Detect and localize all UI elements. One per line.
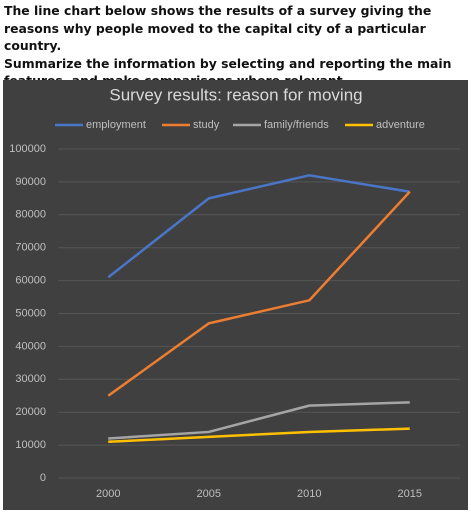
x-tick-label: 2005: [197, 488, 221, 500]
x-tick-label: 2000: [96, 488, 120, 500]
line-series: [108, 427, 410, 444]
chart-title: Survey results: reason for moving: [109, 85, 362, 104]
legend-label: adventure: [376, 119, 425, 131]
chart-background: [3, 80, 468, 510]
y-tick-label: 70000: [15, 242, 46, 254]
y-tick-label: 80000: [15, 209, 46, 221]
y-tick-label: 20000: [15, 406, 46, 418]
y-tick-label: 0: [40, 472, 46, 484]
line-series: [107, 190, 411, 397]
prompt: The line chart below shows the results o…: [4, 2, 467, 90]
y-tick-label: 50000: [15, 307, 46, 319]
line-series: [107, 174, 410, 279]
y-tick-label: 10000: [15, 439, 46, 451]
legend-label: family/friends: [264, 119, 329, 131]
x-tick-label: 2010: [297, 488, 321, 500]
prompt-text: The line chart below shows the results o…: [4, 3, 432, 53]
x-tick-label: 2015: [398, 488, 422, 500]
y-tick-label: 30000: [15, 373, 46, 385]
y-tick-label: 60000: [15, 275, 46, 287]
y-tick-label: 90000: [15, 176, 46, 188]
line-series: [108, 401, 410, 440]
legend-label: study: [193, 119, 220, 131]
y-tick-label: 40000: [15, 340, 46, 352]
y-tick-label: 100000: [9, 143, 46, 155]
legend-label: employment: [86, 119, 146, 131]
